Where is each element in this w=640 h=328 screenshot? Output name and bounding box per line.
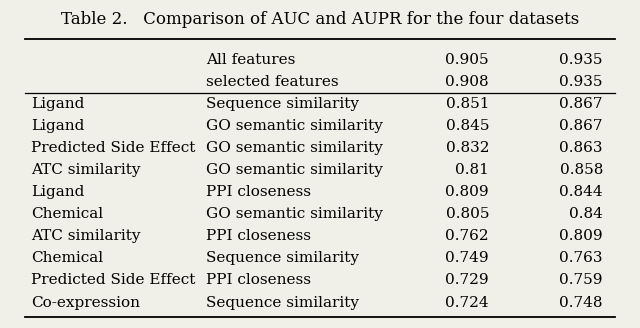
Text: 0.724: 0.724 (445, 296, 489, 310)
Text: 0.935: 0.935 (559, 52, 603, 67)
Text: 0.81: 0.81 (455, 163, 489, 177)
Text: 0.908: 0.908 (445, 75, 489, 89)
Text: 0.935: 0.935 (559, 75, 603, 89)
Text: 0.905: 0.905 (445, 52, 489, 67)
Text: 0.867: 0.867 (559, 119, 603, 133)
Text: 0.759: 0.759 (559, 274, 603, 287)
Text: Ligand: Ligand (31, 119, 84, 133)
Text: 0.805: 0.805 (445, 207, 489, 221)
Text: PPI closeness: PPI closeness (206, 274, 311, 287)
Text: Chemical: Chemical (31, 207, 103, 221)
Text: ATC similarity: ATC similarity (31, 229, 140, 243)
Text: 0.84: 0.84 (569, 207, 603, 221)
Text: PPI closeness: PPI closeness (206, 185, 311, 199)
Text: 0.863: 0.863 (559, 141, 603, 155)
Text: 0.763: 0.763 (559, 251, 603, 265)
Text: 0.748: 0.748 (559, 296, 603, 310)
Text: GO semantic similarity: GO semantic similarity (206, 119, 383, 133)
Text: Ligand: Ligand (31, 185, 84, 199)
Text: 0.749: 0.749 (445, 251, 489, 265)
Text: GO semantic similarity: GO semantic similarity (206, 163, 383, 177)
Text: ATC similarity: ATC similarity (31, 163, 140, 177)
Text: Predicted Side Effect: Predicted Side Effect (31, 141, 195, 155)
Text: GO semantic similarity: GO semantic similarity (206, 141, 383, 155)
Text: 0.762: 0.762 (445, 229, 489, 243)
Text: selected features: selected features (206, 75, 339, 89)
Text: Chemical: Chemical (31, 251, 103, 265)
Text: 0.809: 0.809 (559, 229, 603, 243)
Text: 0.867: 0.867 (559, 97, 603, 111)
Text: Ligand: Ligand (31, 97, 84, 111)
Text: 0.851: 0.851 (445, 97, 489, 111)
Text: 0.832: 0.832 (445, 141, 489, 155)
Text: Co-expression: Co-expression (31, 296, 140, 310)
Text: Sequence similarity: Sequence similarity (206, 251, 359, 265)
Text: GO semantic similarity: GO semantic similarity (206, 207, 383, 221)
Text: 0.845: 0.845 (445, 119, 489, 133)
Text: Sequence similarity: Sequence similarity (206, 296, 359, 310)
Text: Sequence similarity: Sequence similarity (206, 97, 359, 111)
Text: Predicted Side Effect: Predicted Side Effect (31, 274, 195, 287)
Text: 0.844: 0.844 (559, 185, 603, 199)
Text: PPI closeness: PPI closeness (206, 229, 311, 243)
Text: 0.858: 0.858 (559, 163, 603, 177)
Text: Table 2.   Comparison of AUC and AUPR for the four datasets: Table 2. Comparison of AUC and AUPR for … (61, 11, 579, 28)
Text: 0.729: 0.729 (445, 274, 489, 287)
Text: All features: All features (206, 52, 296, 67)
Text: 0.809: 0.809 (445, 185, 489, 199)
